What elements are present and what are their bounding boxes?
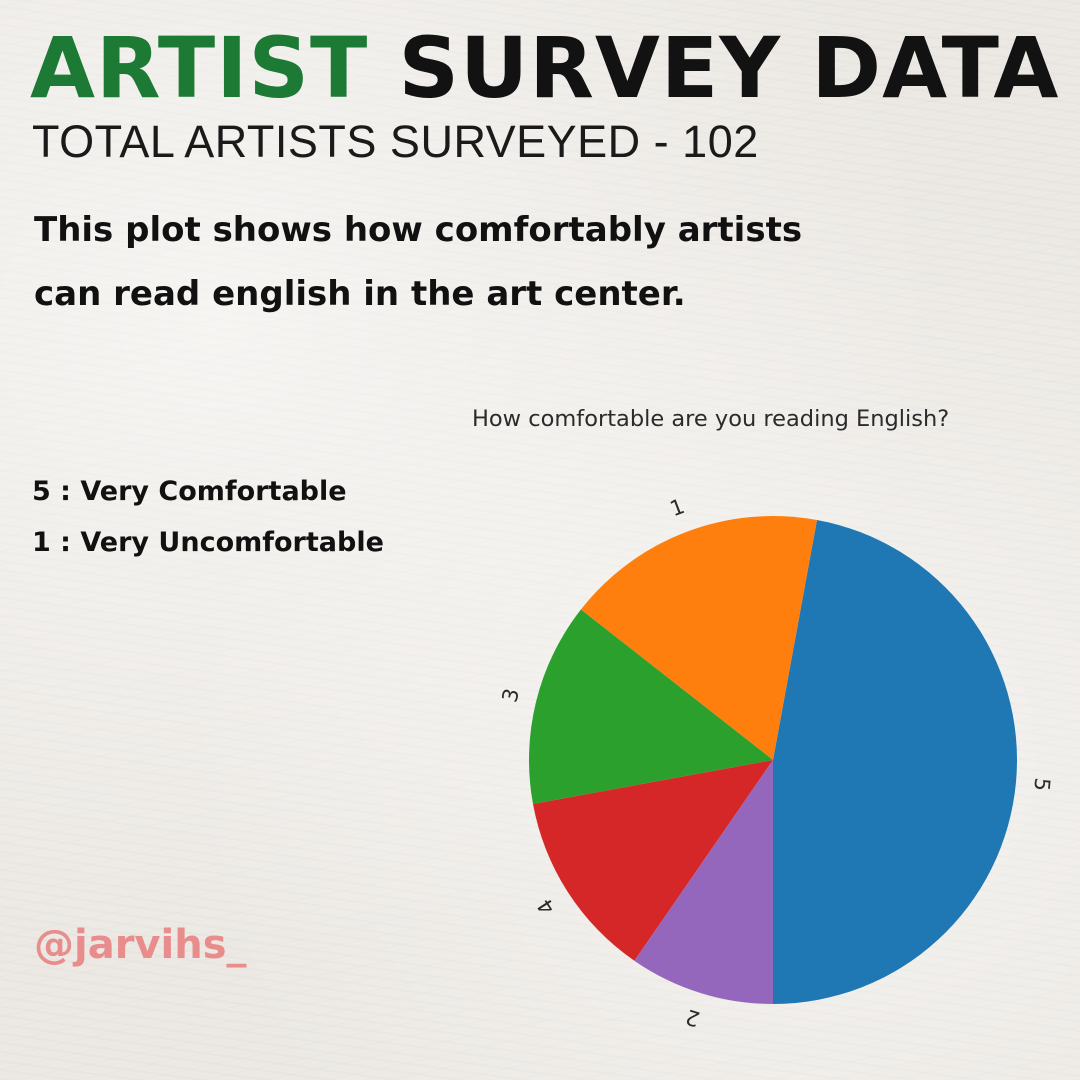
title-accent: ARTIST bbox=[30, 19, 369, 117]
page-subtitle: TOTAL ARTISTS SURVEYED - 102 bbox=[32, 116, 759, 167]
pie-slice-1 bbox=[580, 516, 817, 760]
pie-slice-2 bbox=[634, 760, 773, 1004]
scale-legend: 5 : Very Comfortable 1 : Very Uncomforta… bbox=[32, 466, 384, 568]
pie-slice-4 bbox=[532, 760, 773, 961]
description-line-2: can read english in the art center. bbox=[34, 274, 686, 314]
chart-title: How comfortable are you reading English? bbox=[472, 406, 950, 432]
title-rest: SURVEY DATA bbox=[398, 19, 1060, 117]
pie-label-1: 1 bbox=[667, 494, 688, 521]
pie-label-5: 5 bbox=[1029, 777, 1054, 792]
pie-label-2: 2 bbox=[683, 1004, 703, 1031]
pie-label-3: 3 bbox=[498, 686, 525, 705]
author-handle: @jarvihs_ bbox=[34, 922, 247, 968]
pie-slice-5 bbox=[773, 519, 1017, 1004]
description-line-1: This plot shows how comfortably artists bbox=[34, 210, 803, 250]
pie-slice-3 bbox=[529, 609, 773, 804]
description: This plot shows how comfortably artists … bbox=[34, 198, 934, 326]
page-title: ARTIST SURVEY DATA bbox=[30, 18, 1059, 118]
pie-label-4: 4 bbox=[533, 894, 560, 918]
legend-line-1: 5 : Very Comfortable bbox=[32, 476, 347, 507]
legend-line-2: 1 : Very Uncomfortable bbox=[32, 527, 384, 558]
